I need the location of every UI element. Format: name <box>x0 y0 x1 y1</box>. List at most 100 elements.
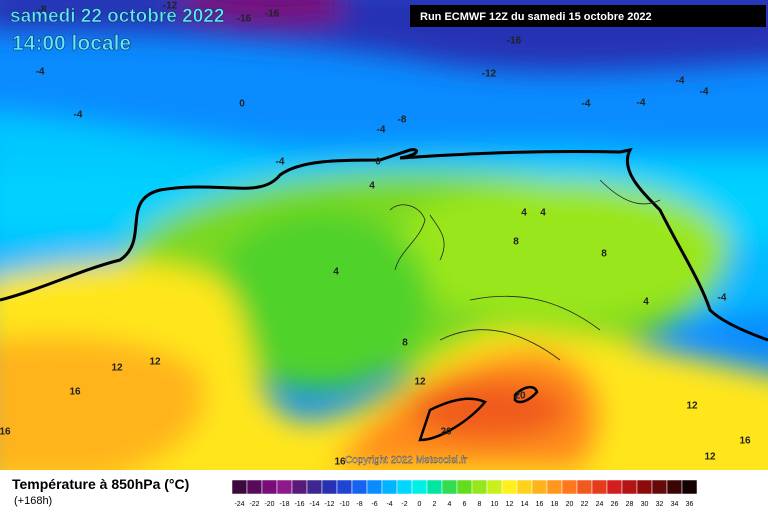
contour-label: 12 <box>414 377 426 388</box>
scale-swatch <box>606 479 623 495</box>
scale-label: 6 <box>463 501 467 508</box>
scale-swatch <box>501 479 518 495</box>
contour-label: 0 <box>375 157 381 168</box>
contour-label: -4 <box>582 99 591 110</box>
scale-label: -6 <box>371 501 377 508</box>
map: Copyright 2022 Meteociel.fr -8 -12-16 -16-… <box>0 0 768 470</box>
color-scale: -24 -22 -20 -18 -16 -14 -12 -10 -8 -6 -4 -2 0 2 4 6 8 10 1… <box>231 479 698 508</box>
contour-label: 12 <box>686 401 698 412</box>
scale-swatch <box>366 479 383 495</box>
run-box <box>410 5 766 27</box>
scale-swatch <box>351 479 368 495</box>
scale-label: 14 <box>521 501 529 508</box>
scale-swatch <box>591 479 608 495</box>
scale-swatch <box>546 479 563 495</box>
scale-swatch <box>381 479 398 495</box>
scale-swatch <box>396 479 413 495</box>
scale-label: 32 <box>656 501 664 508</box>
scale-swatch <box>516 479 533 495</box>
contour-label: -8 <box>398 115 407 126</box>
scale-swatch <box>576 479 593 495</box>
copyright: Copyright 2022 Meteociel.fr <box>345 455 468 466</box>
scale-label: -24 <box>234 501 244 508</box>
scale-label: -8 <box>356 501 362 508</box>
scale-swatch <box>411 479 428 495</box>
contour-label: -16 <box>507 36 522 47</box>
scale-label: -10 <box>339 501 349 508</box>
scale-label: -12 <box>324 501 334 508</box>
scale-swatch <box>471 479 488 495</box>
contour-label: 8 <box>601 249 607 260</box>
scale-label: 20 <box>566 501 574 508</box>
contour-label: 8 <box>513 237 519 248</box>
contour-label: -4 <box>637 98 646 109</box>
scale-label: 24 <box>596 501 604 508</box>
scale-swatch <box>636 479 653 495</box>
contour-label: -4 <box>676 76 685 87</box>
scale-swatch <box>666 479 683 495</box>
contour-label: -4 <box>276 157 285 168</box>
date-title: samedi 22 octobre 2022 <box>10 6 224 27</box>
scale-label: 10 <box>491 501 499 508</box>
contour-label: 12 <box>111 363 123 374</box>
scale-label: 34 <box>671 501 679 508</box>
scale-label: 36 <box>686 501 694 508</box>
scale-swatch <box>276 479 293 495</box>
legend-title: Température à 850hPa (°C) <box>12 476 189 492</box>
scale-label: 22 <box>581 501 589 508</box>
contour-label: -16 <box>265 9 280 20</box>
contour-label: 20 <box>514 391 526 402</box>
run-info: Run ECMWF 12Z du samedi 15 octobre 2022 <box>420 11 652 23</box>
contour-label: 4 <box>521 208 527 219</box>
scale-label: -18 <box>279 501 289 508</box>
contour-label: 16 <box>0 427 11 438</box>
scale-swatch <box>336 479 353 495</box>
scale-label: -16 <box>294 501 304 508</box>
contour-label: -12 <box>482 69 497 80</box>
scale-swatch <box>531 479 548 495</box>
contour-label: -12 <box>163 1 178 12</box>
scale-swatch <box>441 479 458 495</box>
contour-label: 8 <box>402 338 408 349</box>
scale-label: -22 <box>249 501 259 508</box>
scale-label: 30 <box>641 501 649 508</box>
scale-swatch <box>321 479 338 495</box>
contour-label: 12 <box>704 452 716 463</box>
scale-swatch <box>621 479 638 495</box>
contour-label: 12 <box>149 357 161 368</box>
scale-label: 2 <box>433 501 437 508</box>
contour-label: -4 <box>700 87 709 98</box>
scale-swatch <box>486 479 503 495</box>
scale-swatch <box>246 479 263 495</box>
scale-label: -4 <box>386 501 392 508</box>
scale-label: -14 <box>309 501 319 508</box>
contour-label: 4 <box>540 208 546 219</box>
contour-label: 16 <box>334 457 346 468</box>
scale-label: 16 <box>536 501 544 508</box>
contour-label: 4 <box>369 181 375 192</box>
scale-swatch <box>306 479 323 495</box>
contour-label: -4 <box>36 67 45 78</box>
contour-label: 20 <box>440 427 452 438</box>
contour-label: 0 <box>239 99 245 110</box>
contour-label: 16 <box>739 436 751 447</box>
contour-labels: -8 -12 -16 -16 -16 -12 -4 -4 0 -8 -4 -4 0 4 -4 -4 -4 -4 4 4… <box>0 1 751 468</box>
contour-label: 4 <box>333 267 339 278</box>
contour-label: -4 <box>74 110 83 121</box>
contour-label: 4 <box>643 297 649 308</box>
scale-swatch <box>561 479 578 495</box>
contour-label: -16 <box>237 14 252 25</box>
scale-label: -2 <box>401 501 407 508</box>
scale-swatch <box>231 479 248 495</box>
scale-swatch <box>651 479 668 495</box>
scale-label: -20 <box>264 501 274 508</box>
contour-label: -8 <box>38 5 47 16</box>
contour-label: -4 <box>377 125 386 136</box>
time-title: 14:00 locale <box>12 32 131 55</box>
scale-label: 12 <box>506 501 514 508</box>
scale-swatch <box>456 479 473 495</box>
scale-swatch <box>681 479 698 495</box>
scale-swatch <box>291 479 308 495</box>
scale-label: 0 <box>418 501 422 508</box>
